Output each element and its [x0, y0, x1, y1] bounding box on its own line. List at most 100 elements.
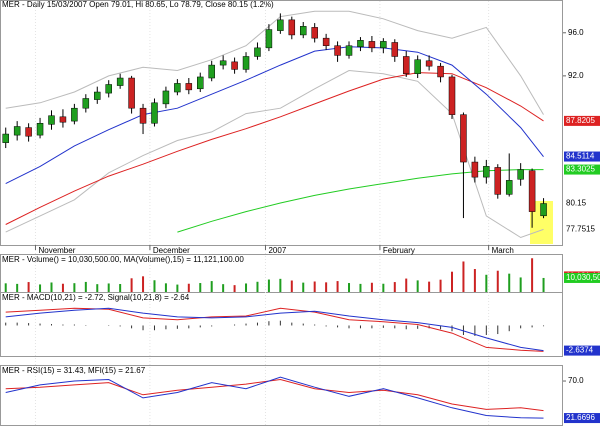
candle-body: [162, 90, 170, 105]
candle-body: [277, 19, 284, 31]
value-label: 83.3025: [566, 165, 595, 174]
candle-body: [197, 76, 204, 90]
volume-bar: [508, 273, 511, 292]
value-label-box: [564, 151, 600, 162]
candle-body: [437, 65, 444, 78]
volume-bar: [279, 278, 282, 292]
y-tick-label: 92.0: [568, 71, 584, 80]
candle-body: [265, 29, 273, 49]
candle-body: [311, 27, 318, 39]
candle-body: [82, 98, 90, 109]
candle-body: [460, 114, 467, 163]
volume-bar: [39, 284, 42, 292]
volume-bar: [290, 280, 293, 292]
volume-bar: [130, 278, 133, 292]
candle-body: [322, 37, 330, 46]
y-tick-label: 70.0: [568, 376, 584, 385]
volume-bar: [462, 261, 465, 292]
candle-body: [231, 61, 238, 70]
volume-bar: [313, 281, 316, 292]
candle-body: [391, 42, 399, 57]
volume-bar: [416, 280, 419, 292]
volume-bar: [325, 282, 328, 292]
volume-bar: [176, 284, 179, 292]
volume-bar: [27, 282, 30, 292]
highlight: [530, 201, 553, 244]
volume-bar: [210, 281, 213, 292]
volume-bar: [485, 274, 488, 292]
candle-body: [151, 102, 158, 124]
y-tick-label: 96.0: [568, 28, 584, 37]
candle-body: [242, 56, 250, 70]
volume-bar: [519, 277, 522, 292]
indicator-line: [5, 378, 544, 412]
candle-body: [380, 41, 387, 49]
value-label-box: [564, 224, 600, 235]
volume-bar: [153, 280, 156, 292]
candle-body: [414, 59, 421, 74]
rsi-title: MER - RSI(15) = 31.43, MFI(15) = 21.67: [2, 366, 146, 375]
volume-bar: [164, 283, 167, 292]
candle-body: [483, 166, 490, 178]
candle-body: [517, 169, 524, 180]
candle-body: [25, 127, 32, 137]
x-tick-label: 2007: [268, 246, 286, 255]
volume-bar: [119, 284, 122, 292]
volume-bar: [496, 270, 499, 292]
volume-bar: [4, 283, 7, 292]
volume-bar: [50, 282, 53, 292]
macd-panel: [0, 292, 563, 357]
macd-title: MER - MACD(10,21) = -2.72, Signal(10,21,…: [2, 293, 190, 302]
candle-body: [368, 41, 376, 49]
value-label-box: [564, 115, 600, 126]
volume-bar: [199, 283, 202, 292]
macd-plot: [5, 307, 545, 352]
price-panel: [0, 0, 563, 246]
value-label: 84.5114: [566, 152, 595, 161]
volume-bar: [142, 276, 145, 292]
candle-body: [13, 126, 21, 136]
candle-body: [36, 123, 44, 136]
indicator-line: [177, 169, 544, 233]
x-tick-label: November: [38, 246, 75, 255]
volume-bar: [451, 271, 454, 292]
candle-body: [185, 83, 193, 91]
candle-body: [71, 107, 78, 122]
candle-body: [334, 45, 341, 56]
indicator-line: [5, 376, 544, 419]
volume-bar: [473, 269, 476, 292]
volume-bar: [348, 283, 351, 292]
candle-body: [208, 64, 215, 79]
value-label: 10,030,500: [566, 273, 600, 282]
volume-bar: [84, 281, 87, 292]
value-label: -2.6374: [566, 346, 594, 355]
volume-bar: [531, 258, 534, 292]
candle-body: [448, 76, 456, 115]
candle-body: [288, 19, 296, 36]
candle-body: [505, 180, 513, 195]
candle-body: [174, 83, 181, 93]
x-tick-label: March: [492, 246, 514, 255]
price-plot: [2, 10, 547, 239]
price-title: MER - Daily 15/03/2007 Open 79.01, Hi 80…: [2, 0, 274, 9]
volume-bar: [267, 279, 270, 292]
candle-body: [128, 77, 135, 109]
candle-body: [357, 40, 364, 48]
volume-plot: [4, 258, 545, 292]
volume-bar: [336, 281, 339, 292]
indicator-line: [5, 307, 544, 352]
candle-body: [528, 170, 536, 212]
candle-body: [494, 167, 502, 195]
candle-body: [139, 107, 147, 124]
value-label: 21.6696: [566, 413, 595, 422]
value-label: 80.15: [566, 199, 587, 208]
candle-body: [540, 203, 547, 217]
candle-body: [59, 116, 67, 123]
value-label-box: [564, 198, 600, 209]
candle-body: [299, 26, 307, 36]
candle-body: [2, 133, 9, 143]
volume-bar: [405, 278, 408, 292]
candle-body: [254, 47, 261, 57]
volume-bar: [302, 282, 305, 292]
